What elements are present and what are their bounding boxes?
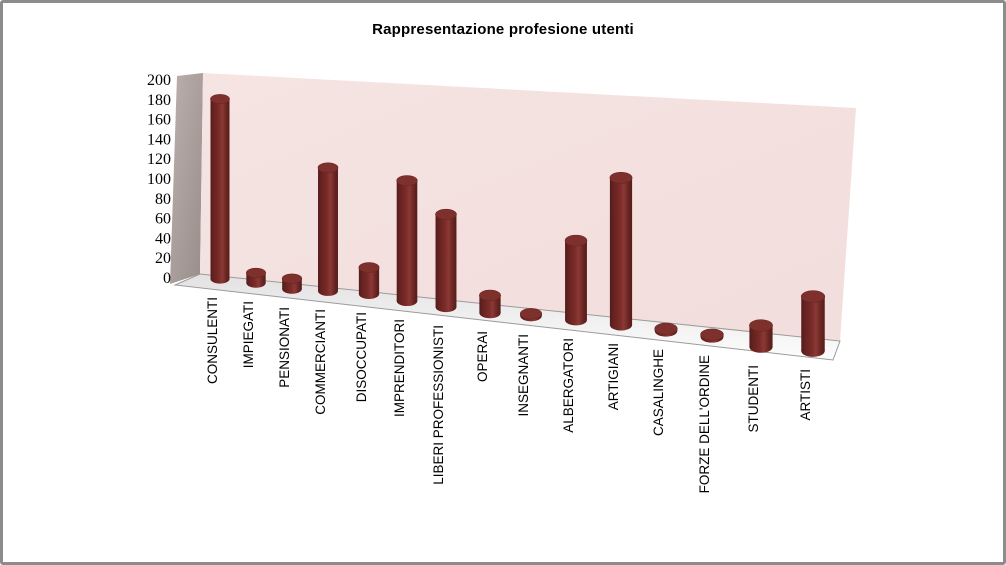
category-label-commercianti: COMMERCIANTI [313, 309, 328, 415]
category-label-pensionati: PENSIONATI [277, 307, 292, 388]
bar-operai[interactable] [479, 289, 501, 319]
category-label-artigiani: ARTIGIANI [606, 343, 621, 410]
y-tick-label-120: 120 [147, 151, 171, 168]
y-tick-label-0: 0 [163, 270, 171, 287]
category-label-consulenti: CONSULENTI [205, 297, 220, 384]
bar-commercianti[interactable] [317, 162, 339, 296]
bar-pensionati[interactable] [281, 273, 303, 294]
category-label-imprenditori: IMPRENDITORI [392, 319, 407, 417]
chart-title: Rappresentazione profesione utenti [372, 21, 634, 38]
y-tick-label-40: 40 [155, 230, 171, 247]
category-label-studenti: STUDENTI [746, 365, 761, 433]
y-tick-label-20: 20 [155, 250, 171, 267]
y-tick-label-100: 100 [147, 171, 171, 188]
plot-side-wall [170, 73, 203, 284]
y-tick-label-160: 160 [147, 112, 171, 129]
category-label-impiegati: IMPIEGATI [241, 301, 256, 368]
y-tick-label-180: 180 [147, 92, 171, 109]
bar-artigiani[interactable] [609, 172, 633, 331]
bar-liberi-professionisti[interactable] [435, 208, 457, 313]
y-tick-label-60: 60 [155, 211, 171, 228]
category-label-forze-dell-ordine: FORZE DELL'ORDINE [697, 355, 712, 493]
y-tick-label-80: 80 [155, 191, 171, 208]
category-label-operai: OPERAI [475, 331, 490, 382]
bar-casalinghe[interactable] [654, 322, 678, 337]
bar-insegnanti[interactable] [519, 308, 543, 322]
cylinder-bar-chart: 0 20 40 60 80 100 120 140 160 180 200 CONSULENTI IMP… [147, 72, 856, 493]
bar-disoccupati[interactable] [358, 262, 380, 299]
category-label-casalinghe: CASALINGHE [651, 349, 666, 436]
bar-studenti[interactable] [749, 319, 773, 353]
bar-imprenditori[interactable] [396, 175, 418, 307]
category-label-insegnanti: INSEGNANTI [516, 334, 531, 417]
bar-forze-dell-ordine[interactable] [700, 328, 724, 343]
bar-artisti[interactable] [800, 290, 826, 357]
plot-back-wall [200, 73, 856, 341]
y-tick-label-140: 140 [147, 131, 171, 148]
category-label-liberi-professionisti: LIBERI PROFESSIONISTI [431, 325, 446, 485]
bar-consulenti[interactable] [210, 94, 230, 284]
category-label-disoccupati: DISOCCUPATI [354, 312, 369, 402]
category-label-artisti: ARTISTI [798, 369, 813, 421]
bar-albergatori[interactable] [564, 234, 588, 326]
y-tick-label-200: 200 [147, 72, 171, 89]
bar-impiegati[interactable] [246, 267, 266, 288]
category-label-albergatori: ALBERGATORI [561, 338, 576, 433]
